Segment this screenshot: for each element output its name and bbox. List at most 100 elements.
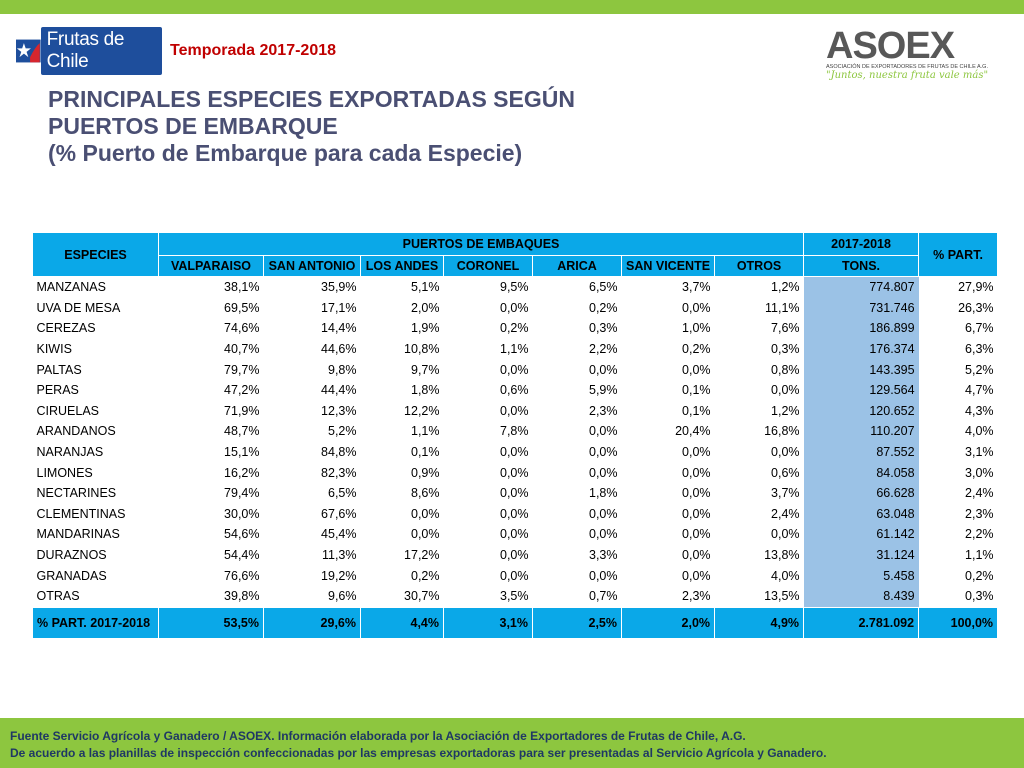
port-share-cell: 0,0%	[682, 568, 711, 583]
species-name: PALTAS	[36, 362, 82, 377]
port-share-cell: 0,0%	[589, 465, 618, 480]
tons-cell: 87.552	[803, 441, 919, 463]
port-share-cell: 30,0%	[224, 506, 260, 521]
port-share-cell: 7,8%	[500, 424, 529, 439]
part-cell: 0,2%	[965, 568, 994, 583]
port-share-cell: 6,5%	[328, 486, 357, 501]
port-share-cell: 0,0%	[411, 527, 440, 542]
port-share-cell: 2,0%	[411, 300, 440, 315]
species-name: GRANADAS	[36, 568, 107, 583]
total-port-share-cell: 29,6%	[263, 606, 361, 639]
port-share-cell: 82,3%	[321, 465, 357, 480]
port-share-cell: 3,7%	[771, 486, 800, 501]
asoex-logo-subtitle: ASOCIACIÓN DE EXPORTADORES DE FRUTAS DE …	[826, 64, 988, 70]
port-share-cell: 16,2%	[224, 465, 260, 480]
species-name: ARANDANOS	[36, 424, 116, 439]
part-cell: 27,9%	[958, 280, 994, 295]
port-share-cell: 15,1%	[224, 445, 260, 460]
port-share-cell: 1,0%	[682, 321, 711, 336]
port-share-cell: 0,2%	[500, 321, 529, 336]
port-share-cell: 69,5%	[224, 300, 260, 315]
port-share-cell: 0,0%	[500, 486, 529, 501]
total-row: % PART. 2017-2018 53,5% 29,6% 4,4% 3,1% 2,5% 2…	[32, 606, 999, 639]
header-puertos: PUERTOS DE EMBAQUES	[157, 232, 805, 256]
port-share-cell: 0,0%	[500, 445, 529, 460]
port-share-cell: 0,0%	[682, 548, 711, 563]
port-share-cell: 1,1%	[500, 342, 529, 357]
total-port-share-cell: 53,5%	[158, 606, 264, 639]
species-name: UVA DE MESA	[36, 300, 121, 315]
port-share-cell: 0,2%	[682, 342, 711, 357]
port-share-cell: 20,4%	[675, 424, 711, 439]
total-port-share-cell: 2,5%	[532, 606, 622, 639]
header-part: % PART.	[918, 232, 999, 277]
port-share-cell: 2,4%	[771, 506, 800, 521]
table-row: DURAZNOS 54,4% 11,3% 17,2% 0,0% 3,3% 0,0% 13,8%…	[33, 544, 998, 566]
port-share-cell: 79,4%	[224, 486, 260, 501]
port-share-cell: 0,0%	[682, 465, 711, 480]
table-body: MANZANAS 38,1% 35,9% 5,1% 9,5% 6,5% 3,7% 1,2% 77…	[32, 276, 999, 639]
species-name: MANZANAS	[36, 280, 106, 295]
port-share-cell: 45,4%	[321, 527, 357, 542]
port-share-cell: 54,6%	[224, 527, 260, 542]
port-share-cell: 5,9%	[589, 383, 618, 398]
port-share-cell: 0,0%	[682, 486, 711, 501]
port-share-cell: 84,8%	[321, 445, 357, 460]
port-share-cell: 3,5%	[500, 589, 529, 604]
port-share-cell: 0,0%	[589, 445, 618, 460]
part-cell: 6,7%	[965, 321, 994, 336]
port-share-cell: 11,1%	[765, 300, 800, 315]
port-share-cell: 2,3%	[682, 589, 711, 604]
port-share-cell: 16,8%	[764, 424, 800, 439]
total-port-share-cell: 2,0%	[620, 606, 716, 639]
frutas-de-chile-logo: Frutas de Chile	[16, 27, 162, 75]
port-share-cell: 9,5%	[500, 280, 529, 295]
port-share-cell: 6,5%	[589, 280, 618, 295]
port-share-cell: 0,0%	[682, 362, 711, 377]
port-share-cell: 0,1%	[682, 403, 711, 418]
header-port-otros: OTROS	[714, 255, 805, 277]
table-row: KIWIS 40,7% 44,6% 10,8% 1,1% 2,2% 0,2% 0,3% 176.…	[33, 338, 998, 360]
tons-cell: 176.374	[803, 338, 919, 360]
footer-bar: Fuente Servicio Agrícola y Ganadero / AS…	[0, 718, 1024, 768]
asoex-logo-slogan: "Juntos, nuestra fruta vale más"	[826, 70, 989, 81]
port-share-cell: 3,7%	[682, 280, 711, 295]
port-share-cell: 11,3%	[321, 548, 357, 563]
port-share-cell: 0,7%	[589, 589, 618, 604]
species-name: CLEMENTINAS	[36, 506, 126, 521]
part-cell: 4,0%	[965, 424, 994, 439]
port-share-cell: 13,8%	[764, 548, 800, 563]
port-share-cell: 0,0%	[682, 527, 711, 542]
star-logo-icon	[16, 39, 41, 63]
table-row: NARANJAS 15,1% 84,8% 0,1% 0,0% 0,0% 0,0% 0,0% 87…	[33, 441, 998, 463]
total-part-cell: 100,0%	[918, 606, 999, 639]
total-port-share-cell: 4,9%	[714, 606, 805, 639]
port-share-cell: 39,8%	[224, 589, 260, 604]
header-port-san-vicente: SAN VICENTE	[620, 255, 716, 277]
port-share-cell: 19,2%	[321, 568, 357, 583]
port-share-cell: 0,1%	[682, 383, 711, 398]
table-row: CLEMENTINAS 30,0% 67,6% 0,0% 0,0% 0,0% 0,0% 2,4…	[33, 503, 998, 525]
port-share-cell: 12,3%	[321, 403, 357, 418]
port-share-cell: 1,1%	[411, 424, 440, 439]
tons-cell: 8.439	[803, 585, 919, 607]
part-cell: 3,1%	[965, 445, 994, 460]
port-share-cell: 9,7%	[411, 362, 440, 377]
table-row: UVA DE MESA 69,5% 17,1% 2,0% 0,0% 0,2% 0,0% 11,…	[33, 297, 998, 319]
port-share-cell: 0,0%	[500, 527, 529, 542]
port-share-cell: 0,0%	[411, 506, 440, 521]
species-name: CIRUELAS	[36, 403, 100, 418]
title-line-3: (% Puerto de Embarque para cada Especie)	[48, 140, 523, 166]
total-port-share-cell: 3,1%	[443, 606, 533, 639]
port-share-cell: 0,0%	[589, 568, 618, 583]
table-row: LIMONES 16,2% 82,3% 0,9% 0,0% 0,0% 0,0% 0,6% 84.…	[33, 462, 998, 483]
tons-cell: 186.899	[803, 318, 919, 339]
port-share-cell: 38,1%	[224, 280, 260, 295]
footer-note-line: De acuerdo a las planillas de inspección…	[10, 746, 827, 760]
tons-cell: 143.395	[803, 359, 919, 380]
port-share-cell: 44,4%	[321, 383, 357, 398]
species-name: OTRAS	[36, 589, 80, 604]
total-label: % PART. 2017-2018	[32, 606, 159, 639]
species-name: PERAS	[36, 383, 79, 398]
port-share-cell: 0,0%	[500, 362, 529, 377]
